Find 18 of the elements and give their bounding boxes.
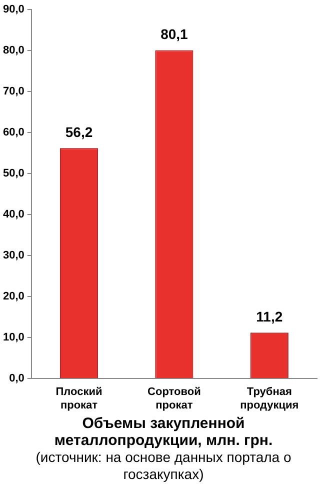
text: (источник: на основе данных портала о госзакупках)	[34, 449, 292, 483]
text: Объемы закупленной металлопродукции, млн. грн.	[53, 415, 274, 449]
y-tick-label: 20,0	[2, 290, 24, 303]
y-tick-label: 70,0	[2, 86, 24, 98]
y-tick-label: 30,0	[2, 250, 24, 262]
y-tick-label: 10,0	[2, 332, 24, 344]
data-label: 80,1	[160, 26, 188, 42]
y-tick-label: 60,0	[2, 126, 24, 139]
x-tick-label: Плоский прокат	[56, 386, 102, 412]
y-tick-label: 80,0	[2, 44, 24, 57]
x-tick-label: Трубная продукция	[240, 386, 299, 412]
y-tick-label: 50,0	[2, 168, 24, 180]
x-tick-label: Сортовой прокат	[148, 386, 201, 412]
data-label: 56,2	[65, 124, 93, 140]
data-label: 11,2	[256, 308, 283, 325]
y-tick-label: 40,0	[2, 208, 24, 221]
y-tick-label: 0,0	[9, 372, 24, 385]
y-tick-label: 90,0	[2, 4, 24, 16]
